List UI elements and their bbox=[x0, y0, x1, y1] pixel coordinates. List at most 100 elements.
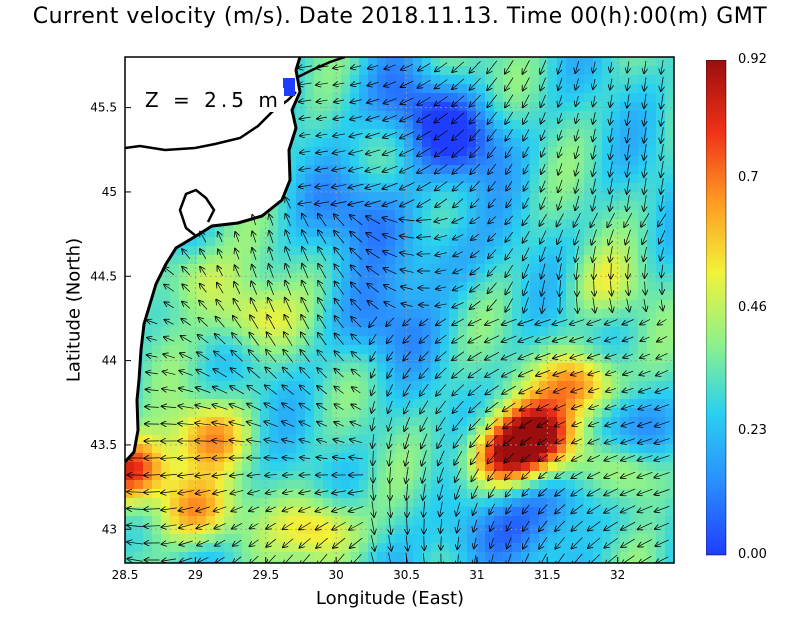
heat-cell bbox=[242, 390, 252, 400]
velocity-arrow bbox=[214, 351, 227, 361]
heat-cell bbox=[278, 516, 288, 526]
heat-cell bbox=[440, 264, 450, 274]
heat-cell bbox=[152, 552, 162, 562]
heat-cell bbox=[422, 453, 432, 463]
velocity-arrow bbox=[553, 370, 567, 376]
velocity-arrow bbox=[434, 218, 448, 221]
velocity-arrow bbox=[179, 388, 194, 392]
heat-cell bbox=[620, 165, 630, 175]
velocity-arrow bbox=[502, 318, 517, 325]
heat-cell bbox=[323, 210, 333, 220]
heat-cell bbox=[476, 111, 486, 121]
heat-cell bbox=[224, 246, 234, 256]
heat-cell bbox=[431, 363, 441, 373]
heat-cell bbox=[170, 480, 180, 490]
heat-cell bbox=[404, 165, 414, 175]
heat-cell bbox=[341, 435, 351, 445]
heat-cell bbox=[575, 453, 585, 463]
velocity-arrow bbox=[195, 441, 211, 442]
heat-cell bbox=[197, 552, 207, 562]
heat-cell bbox=[422, 354, 432, 364]
velocity-arrow bbox=[523, 197, 529, 208]
heat-cell bbox=[548, 102, 558, 112]
velocity-arrow bbox=[487, 60, 498, 74]
heat-cell bbox=[602, 498, 612, 508]
heat-cell bbox=[629, 201, 639, 211]
heat-cell bbox=[260, 336, 270, 346]
heat-cell bbox=[197, 354, 207, 364]
heat-cell bbox=[530, 390, 540, 400]
heat-cell bbox=[647, 93, 657, 103]
heat-cell bbox=[134, 480, 144, 490]
velocity-arrow bbox=[522, 470, 531, 479]
heat-cell bbox=[503, 327, 513, 337]
heat-cell bbox=[566, 300, 576, 310]
heat-cell bbox=[161, 309, 171, 319]
heat-cell bbox=[368, 309, 378, 319]
heat-cell bbox=[548, 552, 558, 562]
heat-cell bbox=[512, 174, 522, 184]
heat-cell bbox=[575, 489, 585, 499]
heat-cell bbox=[341, 57, 351, 67]
heat-cell bbox=[296, 129, 306, 139]
heat-cell bbox=[179, 543, 189, 553]
heat-cell bbox=[377, 471, 387, 481]
heat-cell bbox=[152, 426, 162, 436]
heat-cell bbox=[467, 444, 477, 454]
heat-cell bbox=[521, 534, 531, 544]
heat-cell bbox=[656, 408, 666, 418]
heat-cell bbox=[314, 192, 324, 202]
velocity-arrow bbox=[299, 100, 312, 102]
heat-cell bbox=[575, 174, 585, 184]
heat-cell bbox=[656, 309, 666, 319]
heat-cell bbox=[458, 435, 468, 445]
velocity-arrow bbox=[335, 316, 344, 329]
heat-cell bbox=[485, 75, 495, 85]
heat-cell bbox=[359, 363, 369, 373]
heat-cell bbox=[224, 444, 234, 454]
heat-cell bbox=[242, 273, 252, 283]
heat-cell bbox=[521, 444, 531, 454]
heat-cell bbox=[629, 363, 639, 373]
heat-cell bbox=[629, 192, 639, 202]
velocity-arrow bbox=[523, 111, 530, 124]
heat-cell bbox=[584, 147, 594, 157]
heat-cell bbox=[476, 336, 486, 346]
heat-cell bbox=[413, 399, 423, 409]
velocity-arrow bbox=[638, 522, 653, 530]
heat-cell bbox=[386, 534, 396, 544]
heat-cell bbox=[548, 192, 558, 202]
heat-cell bbox=[314, 381, 324, 391]
heat-cell bbox=[323, 309, 333, 319]
heat-cell bbox=[404, 255, 414, 265]
heat-cell bbox=[350, 336, 360, 346]
heat-cell bbox=[431, 246, 441, 256]
heat-cell bbox=[449, 93, 459, 103]
heat-cell bbox=[566, 75, 576, 85]
heat-cell bbox=[170, 300, 180, 310]
heat-cell bbox=[584, 129, 594, 139]
heat-cell bbox=[521, 552, 531, 562]
heat-cell bbox=[494, 66, 504, 76]
heat-cell bbox=[548, 237, 558, 247]
velocity-arrow bbox=[627, 161, 630, 176]
heat-cell bbox=[575, 525, 585, 535]
velocity-arrow bbox=[218, 232, 222, 243]
heat-cell bbox=[638, 84, 648, 94]
heat-cell bbox=[422, 84, 432, 94]
heat-cell bbox=[161, 291, 171, 301]
heat-cell bbox=[431, 453, 441, 463]
heat-cell bbox=[629, 183, 639, 193]
velocity-arrow bbox=[283, 350, 294, 363]
heat-cell bbox=[557, 453, 567, 463]
heat-cell bbox=[215, 399, 225, 409]
heat-cell bbox=[323, 201, 333, 211]
heat-cell bbox=[377, 309, 387, 319]
heat-cell bbox=[152, 327, 162, 337]
heat-cell bbox=[575, 444, 585, 454]
heat-cell bbox=[530, 264, 540, 274]
heat-cell bbox=[314, 417, 324, 427]
heat-cell bbox=[611, 75, 621, 85]
heat-cell bbox=[557, 444, 567, 454]
heat-cell bbox=[530, 93, 540, 103]
